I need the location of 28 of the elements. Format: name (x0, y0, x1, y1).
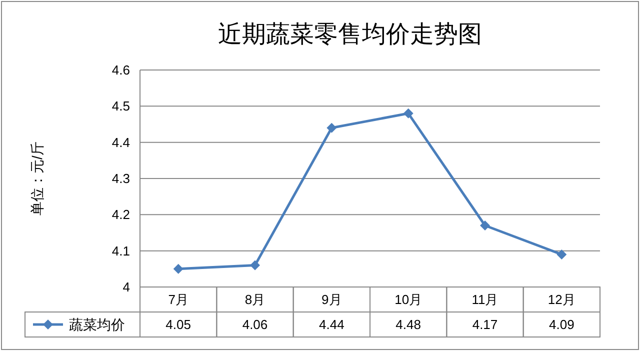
x-tick-label: 9月 (322, 292, 342, 308)
y-tick-label: 4.2 (112, 207, 130, 222)
y-tick-label: 4 (122, 280, 130, 295)
data-label: 4.05 (166, 317, 191, 332)
y-tick-label: 4.4 (112, 134, 130, 150)
point (480, 220, 490, 231)
x-tick-label: 7月 (168, 292, 188, 308)
data-label: 4.17 (472, 317, 498, 332)
x-tick-label: 12月 (548, 292, 576, 308)
point (556, 249, 567, 260)
x-tick-label: 11月 (472, 292, 498, 308)
x-tick-label: 10月 (394, 292, 422, 308)
point (326, 122, 337, 133)
point (250, 260, 260, 270)
y-tick-label: 4.1 (112, 243, 130, 258)
point (173, 264, 184, 274)
data-label: 4.06 (242, 317, 268, 332)
y-tick-label: 4.6 (112, 62, 130, 78)
point (403, 108, 414, 118)
legend-label: 蔬菜均价 (69, 316, 125, 332)
y-tick-label: 4.3 (112, 171, 130, 186)
y-axis-title: 单位：元/斤 (29, 142, 45, 216)
x-tick-label: 8月 (244, 292, 266, 308)
y-tick-label: 4.5 (112, 98, 130, 114)
chart-title: 近期蔬菜零售均价走势图 (218, 22, 482, 48)
data-label: 4.48 (396, 317, 421, 332)
data-label: 4.09 (549, 317, 574, 332)
data-label: 4.44 (319, 317, 344, 332)
